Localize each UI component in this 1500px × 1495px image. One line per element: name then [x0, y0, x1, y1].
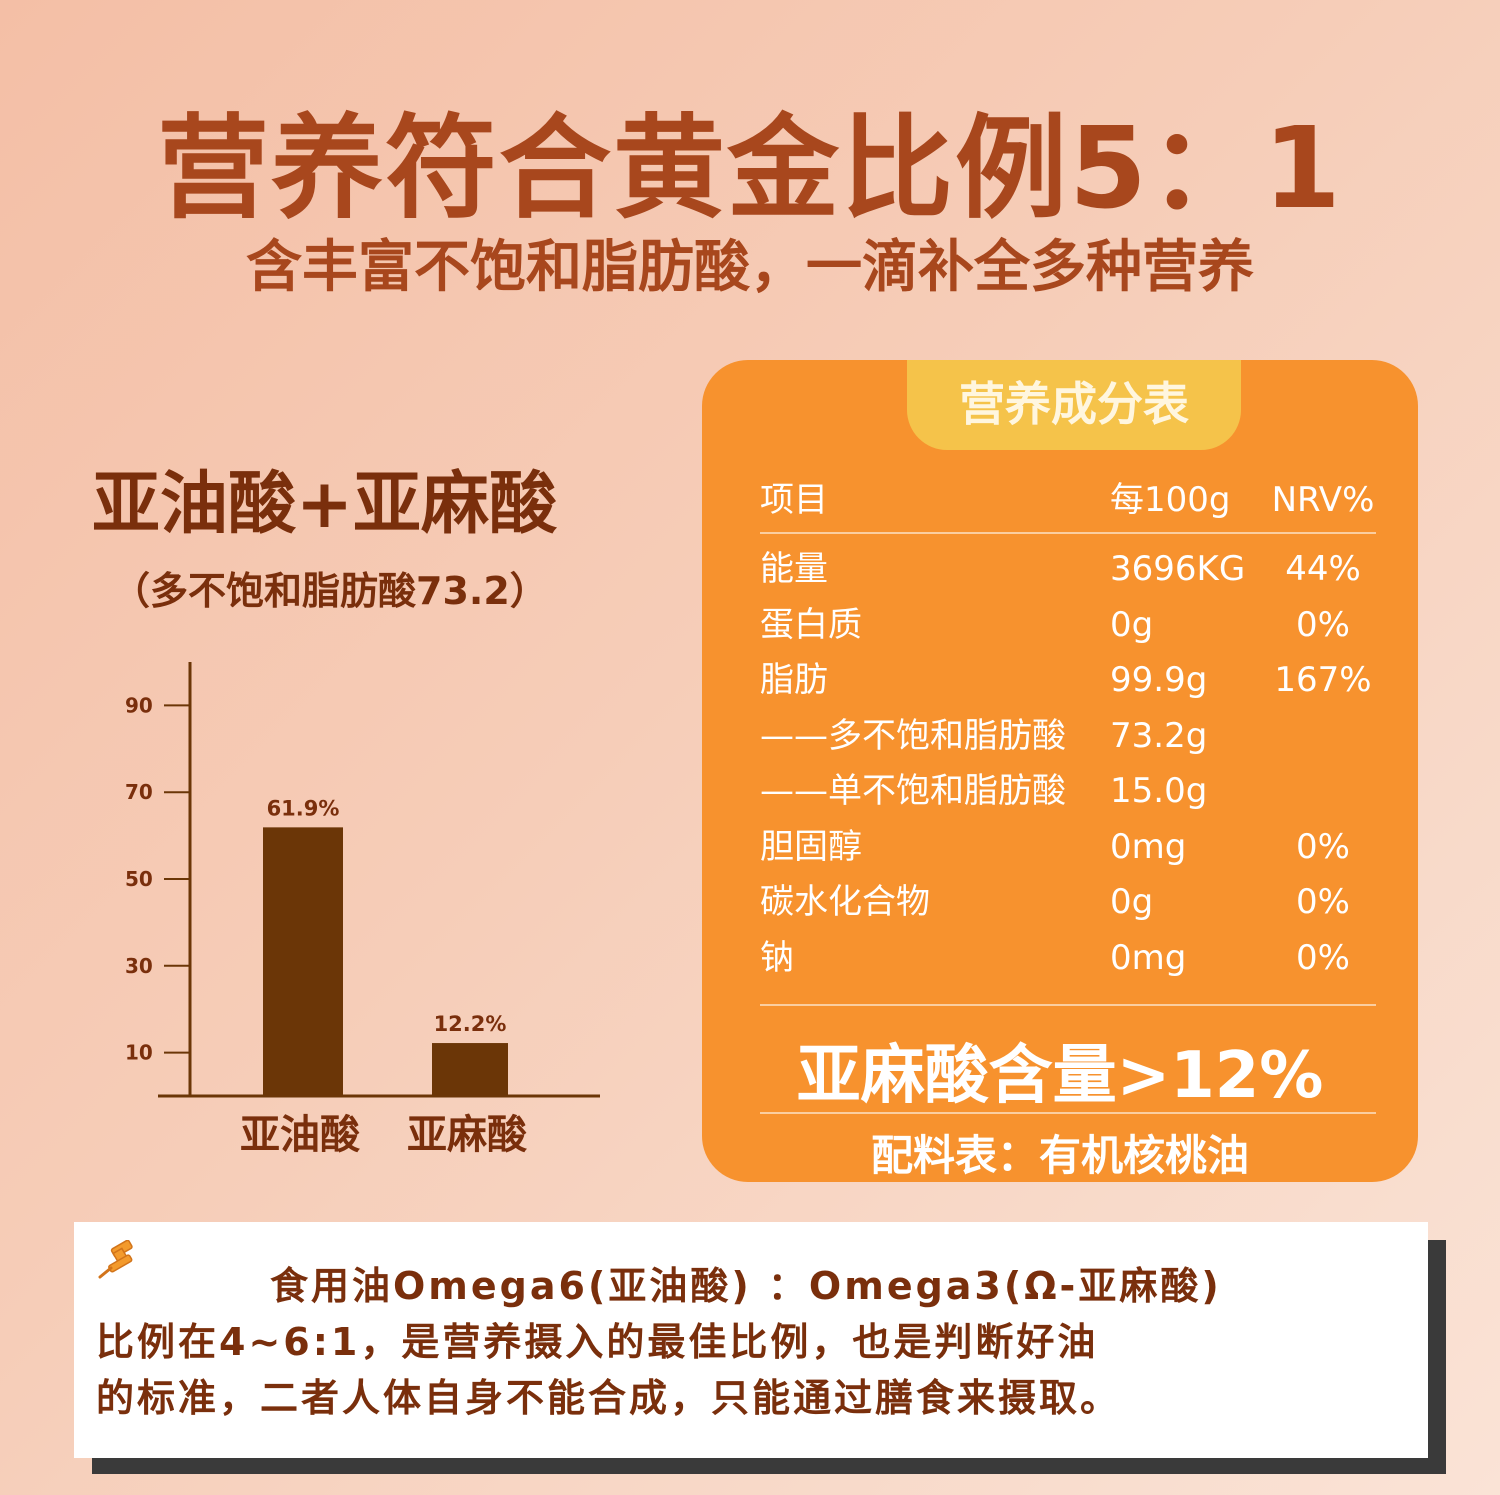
note-card: [74, 1222, 1428, 1458]
nutrition-row: ——单不饱和脂肪酸 15.0g: [760, 764, 1376, 820]
y-tick-label: 70: [125, 780, 153, 804]
nutrition-row: 脂肪 99.9g 167%: [760, 653, 1376, 709]
table-divider: [760, 1004, 1376, 1006]
bar: [432, 1043, 508, 1096]
nutrient-nrv: 44%: [1285, 549, 1361, 589]
nutrient-name: 碳水化合物: [760, 882, 930, 922]
pushpin-icon: [98, 1240, 133, 1279]
nutrient-name: 钠: [760, 937, 794, 978]
nutrition-row: ——多不饱和脂肪酸 73.2g: [760, 709, 1376, 765]
nutrient-name: 能量: [760, 549, 828, 589]
page-headline: 营养符合黄金比例5：1: [157, 104, 1343, 234]
nutrient-amount: 15.0g: [1110, 771, 1208, 811]
bar-value-label: 61.9%: [267, 796, 340, 820]
nutrient-amount: 0g: [1110, 604, 1154, 645]
nutrient-amount: 3696KG: [1110, 549, 1246, 589]
nutrient-name: 脂肪: [760, 660, 828, 700]
highlight-divider: [760, 1112, 1376, 1114]
note-line: 食用油Omega6(亚油酸) ：Omega3(Ω-亚麻酸): [270, 1264, 1222, 1308]
note-text: 食用油Omega6(亚油酸) ：Omega3(Ω-亚麻酸) 比例在4~6:1，是…: [96, 1258, 1336, 1426]
nutrition-row: 能量 3696KG 44%: [760, 542, 1376, 598]
nutrient-amount: 0g: [1110, 882, 1154, 922]
nutrient-nrv: 0%: [1296, 937, 1350, 978]
chart-title: 亚油酸+亚麻酸: [92, 465, 557, 544]
page-subheadline: 含丰富不饱和脂肪酸，一滴补全多种营养: [246, 235, 1254, 300]
nutrient-name: ——单不饱和脂肪酸: [760, 771, 1066, 811]
nutrient-amount: 0mg: [1110, 937, 1187, 978]
alpha-linolenic-highlight: 亚麻酸含量>12%: [796, 1039, 1324, 1113]
nutrient-amount: 73.2g: [1110, 715, 1208, 756]
x-category-label: 亚麻酸: [407, 1112, 528, 1158]
ingredients-list: 配料表：有机核桃油: [870, 1131, 1249, 1180]
y-tick-label: 50: [125, 867, 153, 891]
header-item: 项目: [760, 480, 828, 520]
nutrient-name: 胆固醇: [760, 826, 862, 867]
note-line: 比例在4~6:1，是营养摄入的最佳比例，也是判断好油: [96, 1320, 1099, 1364]
nutrient-amount: 99.9g: [1110, 660, 1208, 700]
nutrition-row: 钠 0mg 0%: [760, 931, 1376, 987]
nutrition-facts-panel: 营养成分表 项目 每100g NRV% 能量 3696KG 44% 蛋白质 0g 0% 脂肪…: [702, 360, 1418, 1182]
nutrition-table-title: 营养成分表: [907, 360, 1241, 450]
nutrient-nrv: 0%: [1296, 604, 1350, 645]
nutrient-name: ——多不饱和脂肪酸: [760, 715, 1066, 756]
nutrient-amount: 0mg: [1110, 826, 1187, 867]
bar-value-label: 12.2%: [434, 1012, 507, 1036]
x-category-label: 亚油酸: [240, 1112, 361, 1158]
nutrition-row: 蛋白质 0g 0%: [760, 598, 1376, 654]
nutrient-nrv: 0%: [1296, 826, 1350, 867]
nutrient-name: 蛋白质: [760, 604, 862, 645]
nutrient-nrv: 0%: [1296, 882, 1350, 922]
header-nrv: NRV%: [1271, 480, 1375, 520]
chart-subtitle: （多不饱和脂肪酸73.2）: [112, 569, 548, 613]
fatty-acid-bar-chart: 90 70 50 30 10 61.9% 亚油酸 12.2% 亚麻酸: [125, 662, 600, 1158]
note-line: 的标准，二者人体自身不能合成，只能通过膳食来摄取。: [96, 1376, 1122, 1420]
y-tick-label: 90: [125, 693, 153, 717]
header-per100g: 每100g: [1110, 480, 1231, 520]
nutrition-table-header: 项目 每100g NRV%: [760, 468, 1376, 534]
nutrition-row: 碳水化合物 0g 0%: [760, 875, 1376, 931]
nutrition-table: 项目 每100g NRV% 能量 3696KG 44% 蛋白质 0g 0% 脂肪 99.9g 1…: [760, 468, 1376, 986]
y-tick-label: 10: [125, 1041, 153, 1065]
bar: [263, 827, 343, 1096]
y-tick-label: 30: [125, 954, 153, 978]
nutrition-row: 胆固醇 0mg 0%: [760, 820, 1376, 876]
nutrient-nrv: 167%: [1274, 660, 1372, 700]
